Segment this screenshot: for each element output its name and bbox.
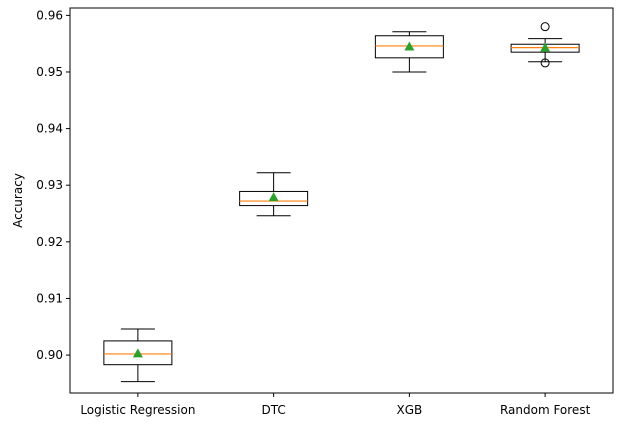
box-group — [103, 328, 173, 383]
mean-marker — [132, 348, 143, 358]
box-group — [374, 31, 444, 73]
y-axis: 0.90 0.91 0.92 0.93 0.94 0.95 0.96 — [36, 8, 70, 362]
box-group — [510, 22, 580, 68]
x-tick-label: Random Forest — [500, 403, 591, 417]
y-tick-label: 0.93 — [36, 178, 63, 192]
y-tick-label: 0.92 — [36, 235, 63, 249]
outlier-point — [540, 58, 550, 68]
y-tick-label: 0.95 — [36, 65, 63, 79]
box-group — [239, 172, 309, 217]
iqr-box — [103, 340, 173, 366]
plot-area — [103, 22, 580, 383]
x-tick-label: XGB — [396, 403, 422, 417]
iqr-box — [374, 35, 444, 59]
y-tick-label: 0.96 — [36, 8, 63, 22]
x-axis: Logistic Regression DTC XGB Random Forest — [80, 393, 591, 417]
x-tick-label: DTC — [262, 403, 286, 417]
y-tick-label: 0.94 — [36, 122, 63, 136]
outlier-point — [540, 22, 550, 32]
y-tick-label: 0.90 — [36, 348, 63, 362]
mean-marker — [268, 192, 279, 202]
y-axis-label: Accuracy — [11, 173, 25, 228]
mean-marker — [540, 42, 551, 52]
y-tick-label: 0.91 — [36, 291, 63, 305]
x-tick-label: Logistic Regression — [80, 403, 195, 417]
mean-marker — [404, 41, 415, 51]
axes-frame — [69, 7, 614, 394]
iqr-box — [239, 190, 309, 207]
